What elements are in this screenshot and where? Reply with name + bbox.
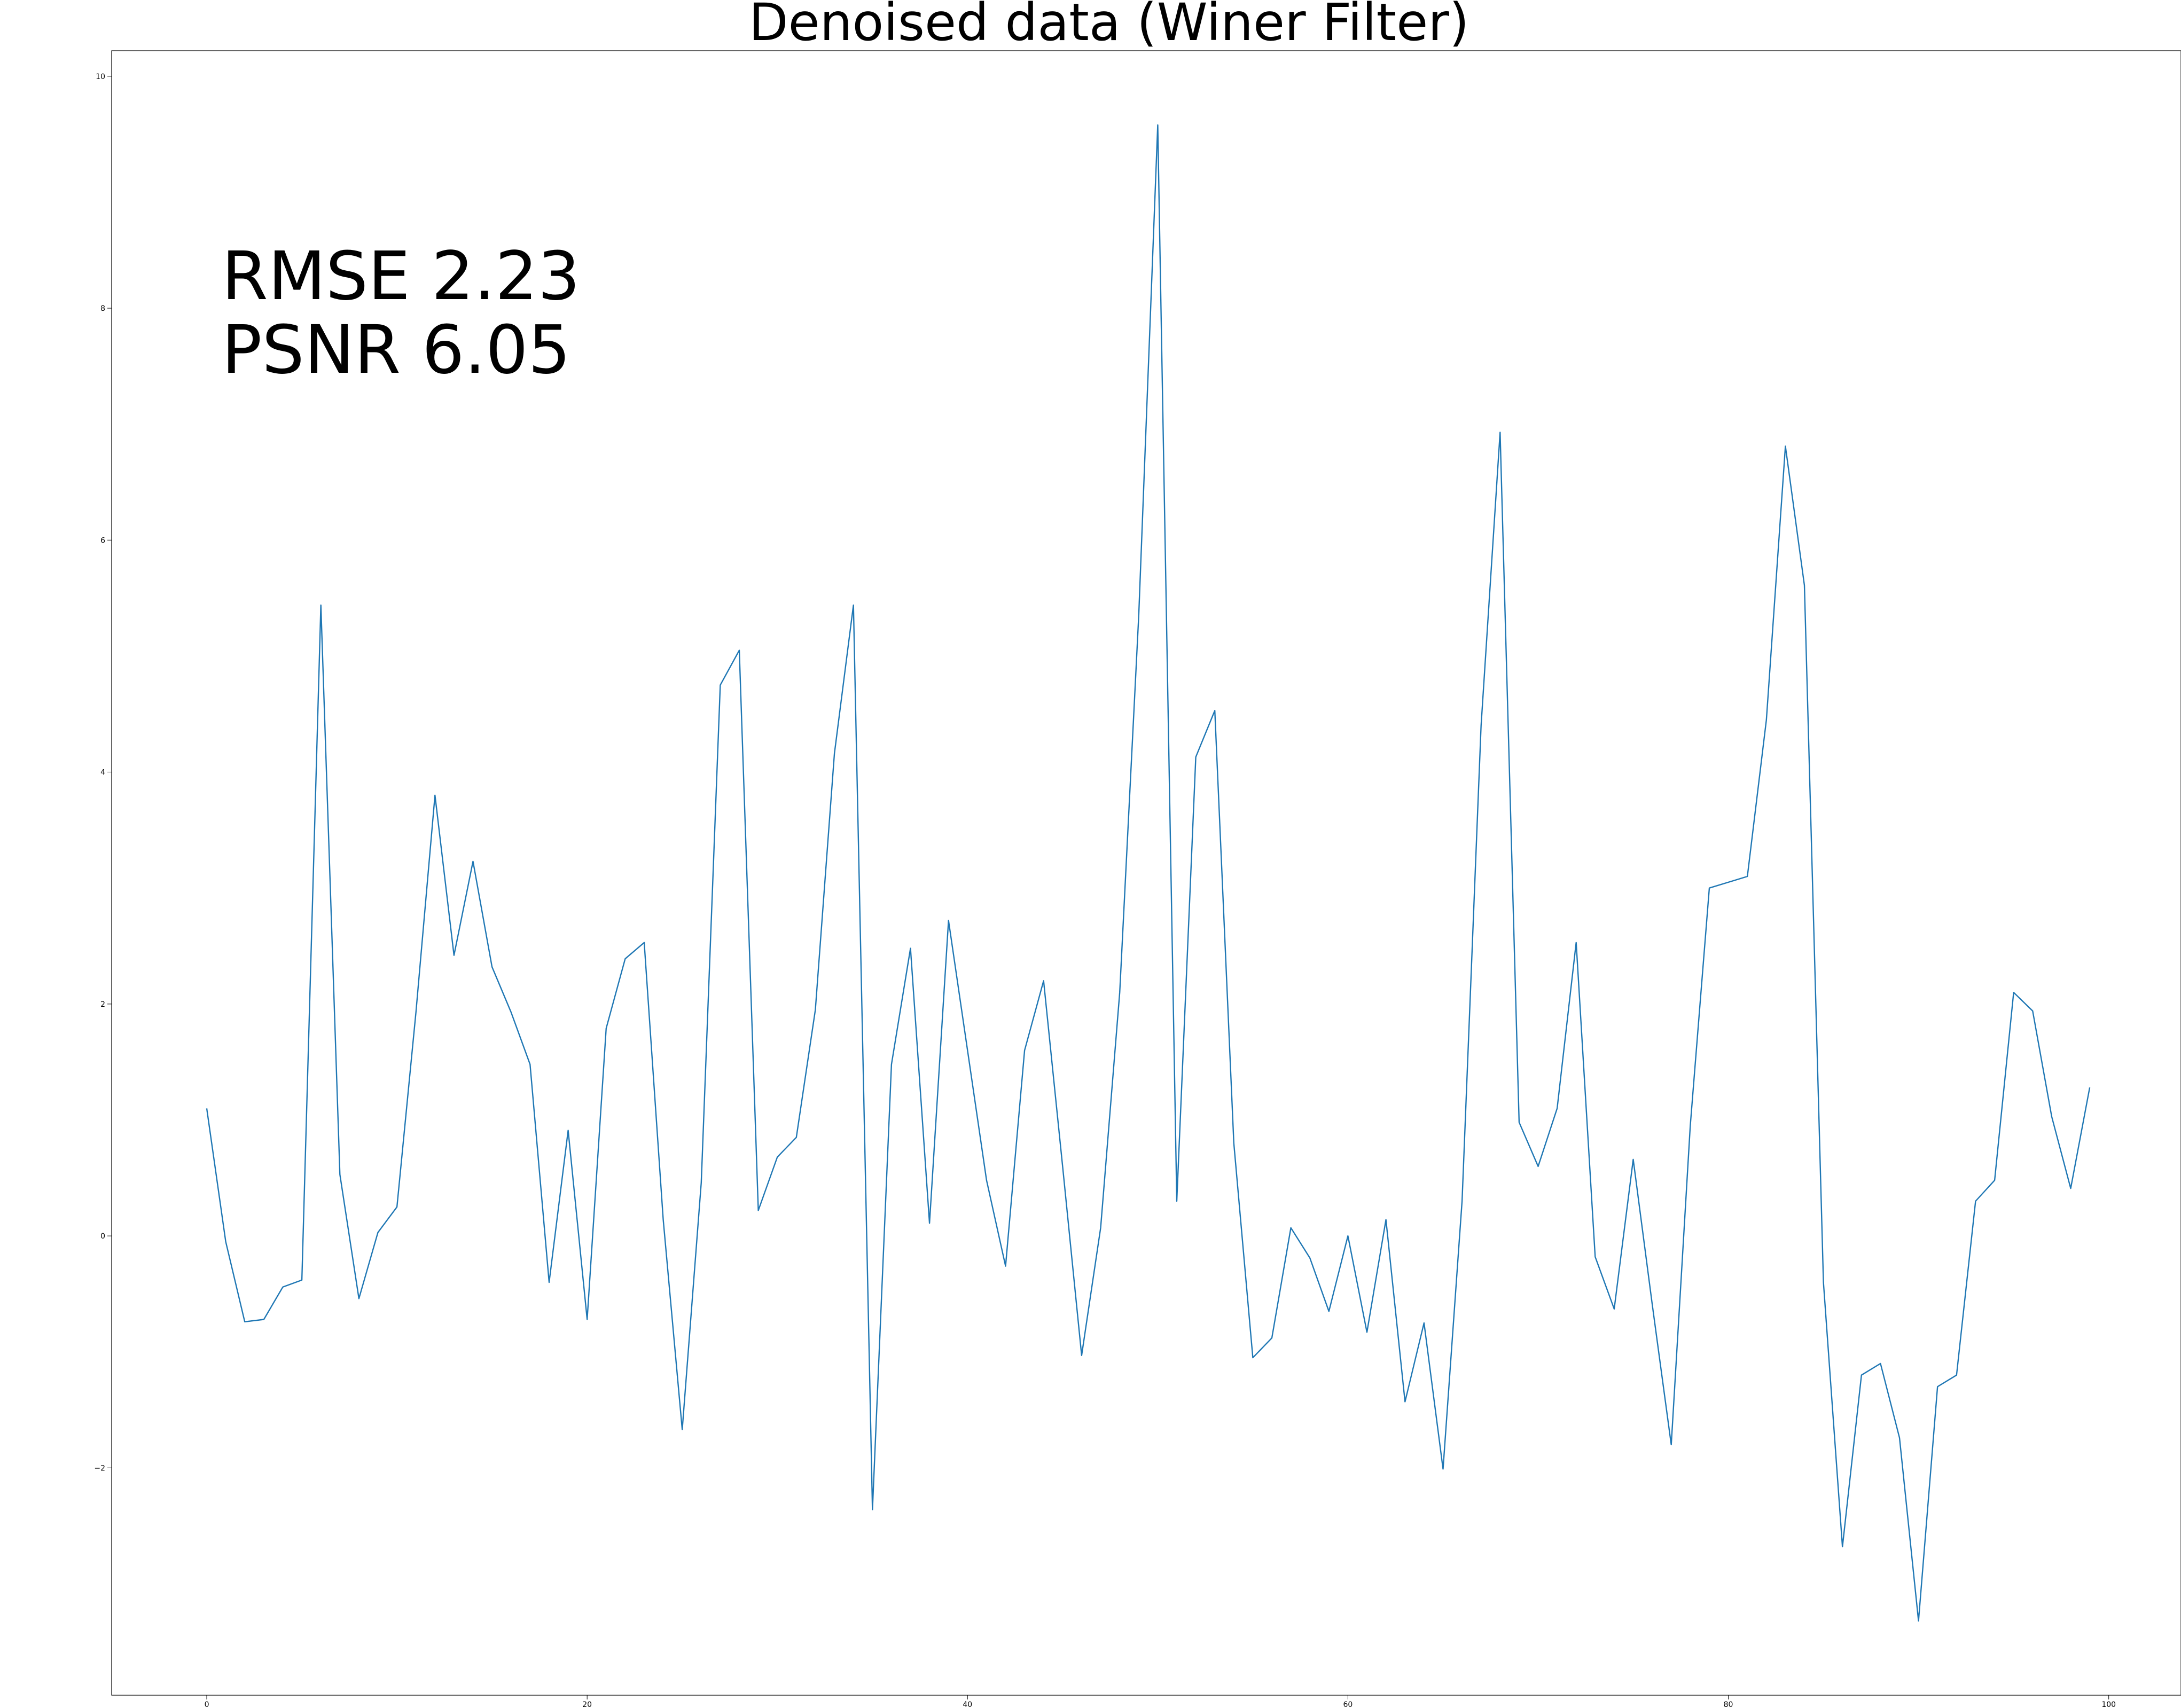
metrics-annotation: RMSE 2.23 PSNR 6.05 bbox=[222, 238, 580, 389]
psnr-annotation: PSNR 6.05 bbox=[222, 311, 570, 389]
y-tick-label: 4 bbox=[100, 769, 105, 777]
y-axis-ticks: −2 0 2 4 6 8 10 bbox=[94, 73, 112, 1472]
x-tick-label: 80 bbox=[1724, 1701, 1733, 1708]
y-tick-label: 2 bbox=[100, 1000, 105, 1009]
x-axis-ticks: 0 20 40 60 80 100 bbox=[205, 1695, 2116, 1708]
rmse-annotation: RMSE 2.23 bbox=[222, 238, 580, 315]
axes-frame bbox=[111, 50, 2181, 1696]
y-tick-label: 6 bbox=[100, 536, 105, 545]
x-tick-label: 40 bbox=[963, 1701, 972, 1708]
x-tick-label: 60 bbox=[1343, 1701, 1353, 1708]
axes bbox=[111, 50, 2181, 1696]
y-tick-label: 8 bbox=[100, 304, 105, 313]
y-tick-label: 10 bbox=[96, 73, 105, 81]
series-line bbox=[206, 124, 2091, 1622]
y-tick-label: 0 bbox=[100, 1232, 105, 1241]
x-tick-label: 20 bbox=[582, 1701, 592, 1708]
y-tick-label: −2 bbox=[94, 1464, 105, 1472]
chart-title: Denoised data (Winer Filter) bbox=[749, 0, 1469, 52]
series-group bbox=[206, 124, 2091, 1622]
x-tick-label: 0 bbox=[205, 1701, 209, 1708]
x-tick-label: 100 bbox=[2101, 1701, 2116, 1708]
